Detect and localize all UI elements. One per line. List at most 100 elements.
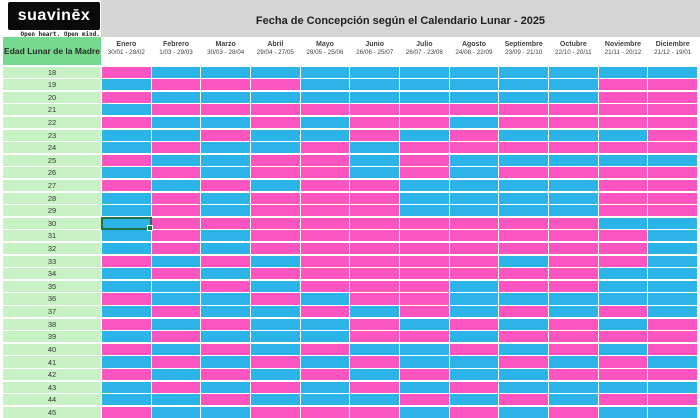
prediction-cell-44-diciembre[interactable] [648, 394, 697, 406]
prediction-cell-30-abril[interactable] [251, 217, 300, 229]
prediction-cell-40-octubre[interactable] [549, 343, 598, 355]
prediction-cell-26-octubre[interactable] [549, 167, 598, 179]
prediction-cell-44-septiembre[interactable] [499, 394, 548, 406]
prediction-cell-38-abril[interactable] [251, 318, 300, 330]
prediction-cell-26-noviembre[interactable] [598, 167, 648, 179]
prediction-cell-42-junio[interactable] [350, 369, 399, 381]
prediction-cell-26-diciembre[interactable] [648, 167, 697, 179]
month-header-octubre[interactable]: Octubre 22/10 - 20/11 [549, 37, 598, 65]
prediction-cell-37-septiembre[interactable] [499, 306, 548, 318]
prediction-cell-20-septiembre[interactable] [499, 91, 548, 103]
prediction-cell-44-febrero[interactable] [151, 394, 201, 406]
prediction-cell-30-febrero[interactable] [151, 217, 201, 229]
prediction-cell-40-diciembre[interactable] [648, 343, 697, 355]
age-cell-29[interactable]: 29 [3, 205, 101, 217]
prediction-cell-37-marzo[interactable] [201, 306, 250, 318]
prediction-cell-30-junio[interactable] [350, 217, 399, 229]
prediction-cell-26-abril[interactable] [251, 167, 300, 179]
prediction-cell-35-agosto[interactable] [449, 280, 499, 292]
prediction-cell-35-febrero[interactable] [151, 280, 201, 292]
age-cell-22[interactable]: 22 [3, 116, 101, 129]
prediction-cell-18-junio[interactable] [350, 66, 399, 78]
prediction-cell-43-mayo[interactable] [300, 381, 350, 393]
prediction-cell-22-marzo[interactable] [201, 116, 250, 129]
prediction-cell-45-julio[interactable] [400, 406, 449, 418]
prediction-cell-20-diciembre[interactable] [648, 91, 697, 103]
age-cell-35[interactable]: 35 [3, 280, 101, 292]
prediction-cell-18-noviembre[interactable] [598, 66, 648, 78]
prediction-cell-34-octubre[interactable] [549, 268, 598, 280]
prediction-cell-45-diciembre[interactable] [648, 406, 697, 418]
prediction-cell-27-junio[interactable] [350, 179, 399, 192]
prediction-cell-32-octubre[interactable] [549, 242, 598, 255]
prediction-cell-40-enero[interactable] [102, 343, 151, 355]
prediction-cell-39-abril[interactable] [251, 331, 300, 343]
prediction-cell-26-julio[interactable] [400, 167, 449, 179]
prediction-cell-32-marzo[interactable] [201, 242, 250, 255]
prediction-cell-34-marzo[interactable] [201, 268, 250, 280]
prediction-cell-31-julio[interactable] [400, 230, 449, 242]
prediction-cell-26-septiembre[interactable] [499, 167, 548, 179]
prediction-cell-36-febrero[interactable] [151, 293, 201, 305]
prediction-cell-42-enero[interactable] [102, 369, 151, 381]
prediction-cell-28-junio[interactable] [350, 192, 399, 204]
month-header-diciembre[interactable]: Diciembre 21/12 - 19/01 [648, 37, 697, 65]
age-cell-23[interactable]: 23 [3, 129, 101, 141]
selected-cell-30-enero[interactable] [101, 216, 153, 232]
month-header-mayo[interactable]: Mayo 28/05 - 25/06 [300, 37, 350, 65]
prediction-cell-38-enero[interactable] [102, 318, 151, 330]
prediction-cell-36-enero[interactable] [102, 293, 151, 305]
age-cell-39[interactable]: 39 [3, 331, 101, 343]
prediction-cell-38-agosto[interactable] [449, 318, 499, 330]
prediction-cell-32-julio[interactable] [400, 242, 449, 255]
prediction-cell-35-marzo[interactable] [201, 280, 250, 292]
prediction-cell-42-agosto[interactable] [449, 369, 499, 381]
prediction-cell-19-agosto[interactable] [449, 79, 499, 91]
prediction-cell-37-mayo[interactable] [300, 306, 350, 318]
prediction-cell-20-junio[interactable] [350, 91, 399, 103]
prediction-cell-37-diciembre[interactable] [648, 306, 697, 318]
prediction-cell-19-diciembre[interactable] [648, 79, 697, 91]
prediction-cell-31-enero[interactable] [102, 230, 151, 242]
month-header-noviembre[interactable]: Noviembre 21/11 - 20/12 [598, 37, 648, 65]
prediction-cell-40-mayo[interactable] [300, 343, 350, 355]
prediction-cell-36-noviembre[interactable] [598, 293, 648, 305]
prediction-cell-24-junio[interactable] [350, 142, 399, 154]
prediction-cell-38-marzo[interactable] [201, 318, 250, 330]
prediction-cell-41-marzo[interactable] [201, 356, 250, 368]
prediction-cell-43-octubre[interactable] [549, 381, 598, 393]
prediction-cell-43-junio[interactable] [350, 381, 399, 393]
prediction-cell-31-agosto[interactable] [449, 230, 499, 242]
prediction-cell-31-abril[interactable] [251, 230, 300, 242]
prediction-cell-41-mayo[interactable] [300, 356, 350, 368]
prediction-cell-43-noviembre[interactable] [598, 381, 648, 393]
age-cell-26[interactable]: 26 [3, 167, 101, 179]
prediction-cell-32-junio[interactable] [350, 242, 399, 255]
prediction-cell-31-noviembre[interactable] [598, 230, 648, 242]
prediction-cell-44-junio[interactable] [350, 394, 399, 406]
prediction-cell-31-marzo[interactable] [201, 230, 250, 242]
prediction-cell-24-abril[interactable] [251, 142, 300, 154]
prediction-cell-19-julio[interactable] [400, 79, 449, 91]
prediction-cell-26-agosto[interactable] [449, 167, 499, 179]
age-cell-25[interactable]: 25 [3, 154, 101, 166]
prediction-cell-24-marzo[interactable] [201, 142, 250, 154]
prediction-cell-18-octubre[interactable] [549, 66, 598, 78]
prediction-cell-42-marzo[interactable] [201, 369, 250, 381]
prediction-cell-41-abril[interactable] [251, 356, 300, 368]
prediction-cell-25-septiembre[interactable] [499, 154, 548, 166]
prediction-cell-22-abril[interactable] [251, 116, 300, 129]
prediction-cell-42-diciembre[interactable] [648, 369, 697, 381]
prediction-cell-22-octubre[interactable] [549, 116, 598, 129]
prediction-cell-18-abril[interactable] [251, 66, 300, 78]
prediction-cell-29-junio[interactable] [350, 205, 399, 217]
prediction-cell-21-julio[interactable] [400, 104, 449, 116]
prediction-cell-18-julio[interactable] [400, 66, 449, 78]
prediction-cell-24-septiembre[interactable] [499, 142, 548, 154]
prediction-cell-24-julio[interactable] [400, 142, 449, 154]
prediction-cell-28-marzo[interactable] [201, 192, 250, 204]
prediction-cell-28-mayo[interactable] [300, 192, 350, 204]
prediction-cell-42-septiembre[interactable] [499, 369, 548, 381]
prediction-cell-39-marzo[interactable] [201, 331, 250, 343]
prediction-cell-35-noviembre[interactable] [598, 280, 648, 292]
